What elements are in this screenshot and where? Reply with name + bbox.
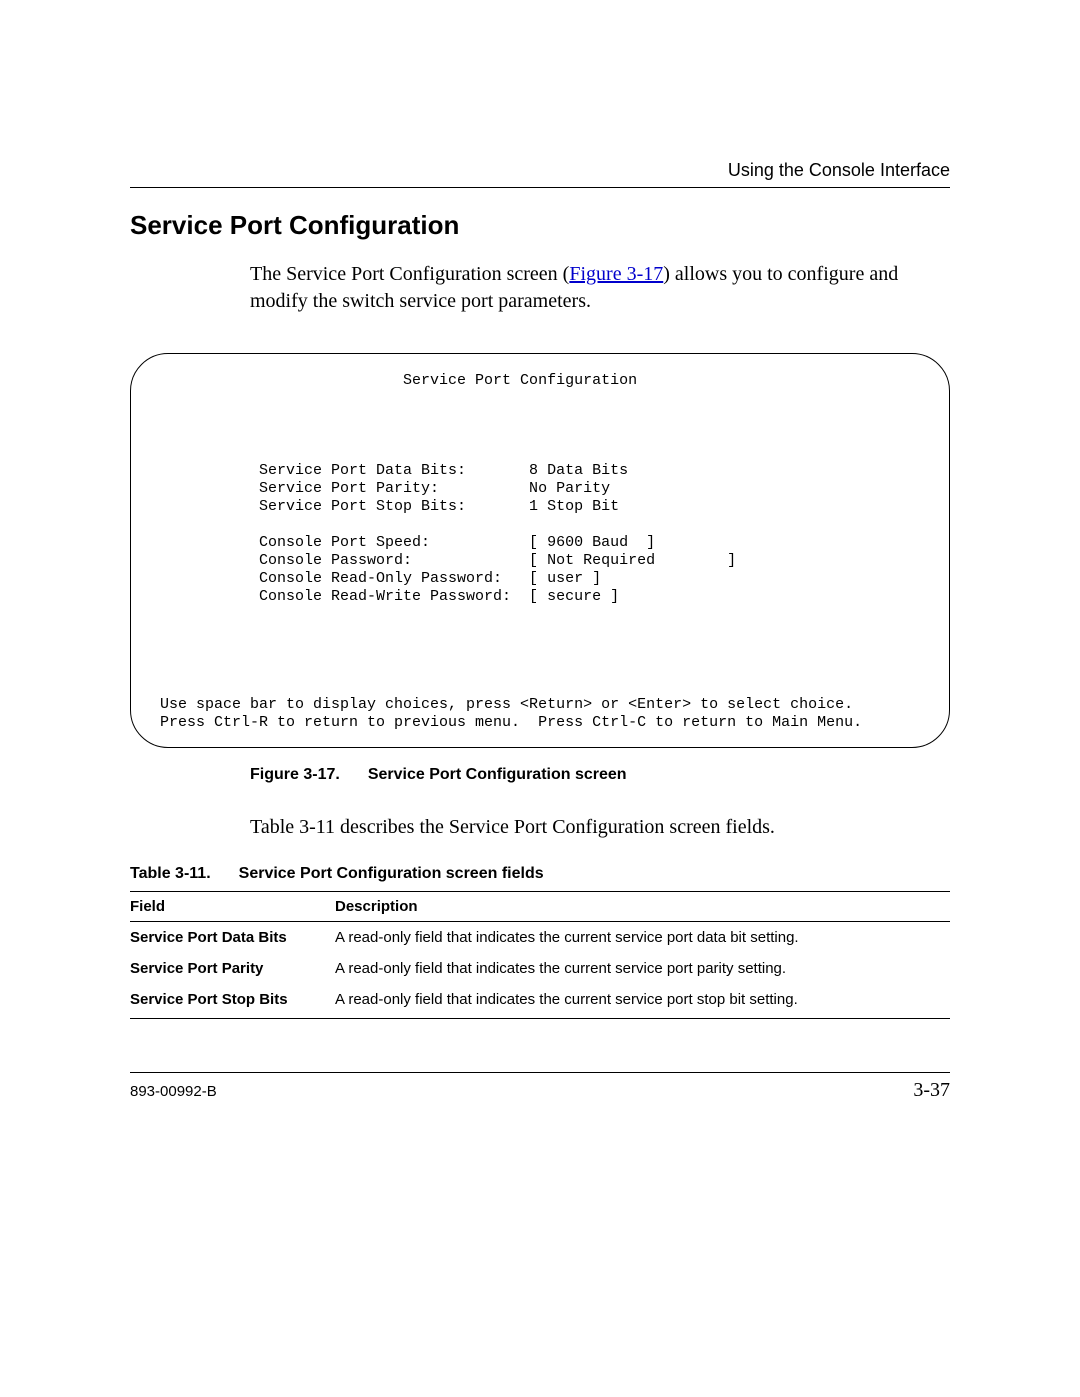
table-cell-field: Service Port Stop Bits [130, 984, 335, 1019]
figure-link[interactable]: Figure 3-17 [569, 263, 663, 285]
table-header-description: Description [335, 892, 950, 922]
table-row: Service Port ParityA read-only field tha… [130, 953, 950, 984]
table-cell-description: A read-only field that indicates the cur… [335, 984, 950, 1019]
console-screenshot-frame: Service Port Configuration Service Port … [130, 353, 950, 748]
footer-pagenum: 3-37 [913, 1079, 950, 1102]
table-cell-description: A read-only field that indicates the cur… [335, 953, 950, 984]
figure-caption: Figure 3-17. Service Port Configuration s… [250, 766, 950, 784]
table-caption-label: Table 3-11. [130, 865, 211, 882]
table-row: Service Port Stop BitsA read-only field … [130, 984, 950, 1019]
table-row: Service Port Data BitsA read-only field … [130, 922, 950, 954]
console-text: Service Port Configuration Service Port … [151, 372, 929, 732]
section-title: Service Port Configuration [130, 210, 950, 241]
table-caption-text: Service Port Configuration screen fields [239, 865, 544, 882]
intro-paragraph: The Service Port Configuration screen (F… [250, 261, 950, 315]
table-cell-description: A read-only field that indicates the cur… [335, 922, 950, 954]
header-rule [130, 187, 950, 188]
page: Using the Console Interface Service Port… [0, 0, 1080, 1397]
table-header-field: Field [130, 892, 335, 922]
intro-pre: The Service Port Configuration screen ( [250, 263, 569, 285]
table-cell-field: Service Port Data Bits [130, 922, 335, 954]
figure-caption-text: Service Port Configuration screen [368, 766, 627, 783]
table-intro-paragraph: Table 3-11 describes the Service Port Co… [250, 814, 950, 841]
footer-rule [130, 1072, 950, 1073]
table-header-row: Field Description [130, 892, 950, 922]
fields-table: Field Description Service Port Data Bits… [130, 891, 950, 1019]
footer-docnum: 893-00992-B [130, 1083, 217, 1100]
table-caption: Table 3-11. Service Port Configuration sc… [130, 865, 950, 883]
figure-caption-label: Figure 3-17. [250, 766, 340, 783]
running-head: Using the Console Interface [130, 160, 950, 181]
page-header: Using the Console Interface [130, 160, 950, 188]
table-cell-field: Service Port Parity [130, 953, 335, 984]
page-footer: 893-00992-B 3-37 [130, 1072, 950, 1102]
